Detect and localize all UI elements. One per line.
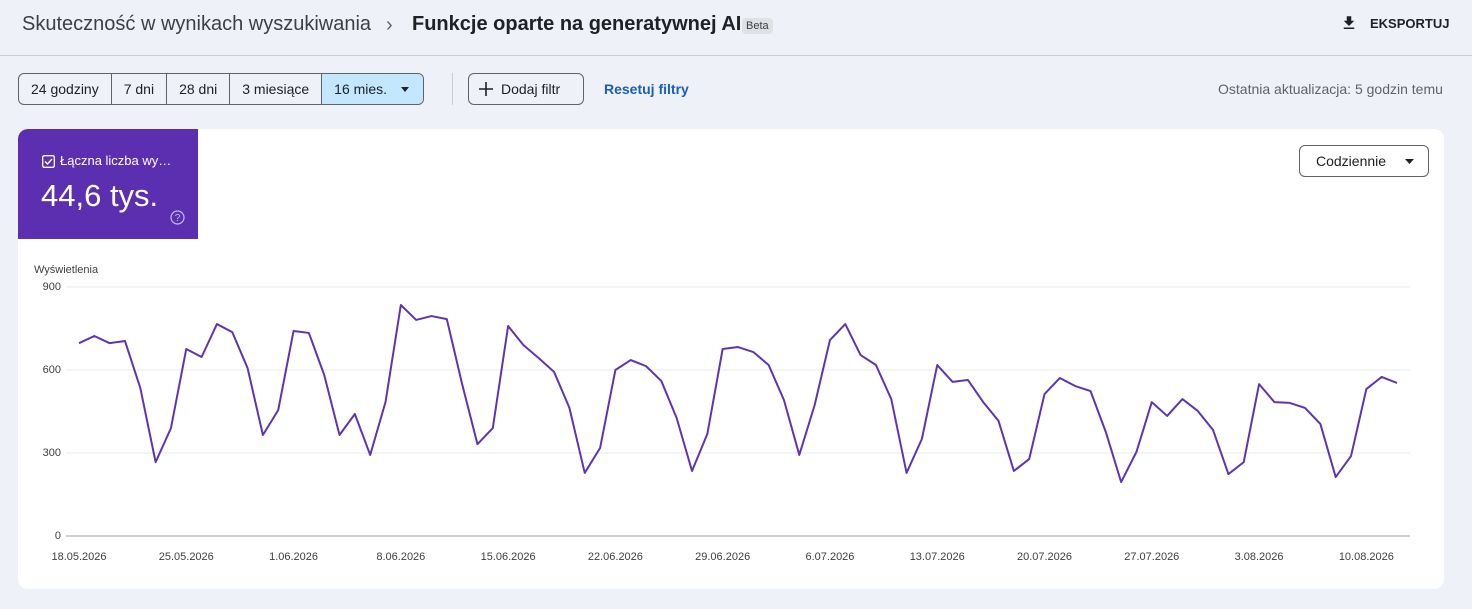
range-button[interactable]: 7 dni xyxy=(110,74,166,104)
add-filter-label: Dodaj filtr xyxy=(501,81,561,97)
breadcrumb-separator: › xyxy=(386,14,393,36)
chart-card xyxy=(18,129,1444,589)
separator xyxy=(452,73,453,105)
x-tick-label: 3.08.2026 xyxy=(1235,551,1284,563)
y-tick-label: 300 xyxy=(43,447,61,459)
metric-label: Łączna liczba wy… xyxy=(60,153,172,168)
beta-badge: Beta xyxy=(742,18,773,34)
x-tick-label: 25.05.2026 xyxy=(159,551,214,563)
x-tick-label: 29.06.2026 xyxy=(695,551,750,563)
last-update: Ostatnia aktualizacja: 5 godzin temu xyxy=(1218,81,1443,97)
x-tick-label: 20.07.2026 xyxy=(1017,551,1072,563)
x-tick-label: 27.07.2026 xyxy=(1124,551,1179,563)
x-tick-label: 13.07.2026 xyxy=(910,551,965,563)
metric-card[interactable]: ? xyxy=(18,129,198,239)
header: Skuteczność w wynikach wyszukiwania › Fu… xyxy=(0,0,1472,56)
plus-icon xyxy=(479,82,493,96)
y-tick-label: 0 xyxy=(55,530,61,542)
checkbox-icon xyxy=(42,155,55,168)
x-tick-label: 22.06.2026 xyxy=(588,551,643,563)
range-button[interactable]: 28 dni xyxy=(166,74,229,104)
data-line xyxy=(78,303,1398,484)
date-range-group: 24 godziny 7 dni 28 dni 3 miesiące 16 mi… xyxy=(18,73,425,105)
dropdown-arrow xyxy=(401,87,410,92)
granularity-label: Codziennie xyxy=(1316,153,1387,169)
range-label: 16 mies. xyxy=(334,81,388,97)
page-title: Funkcje oparte na generatywnej AI xyxy=(412,13,742,35)
y-tick-label: 900 xyxy=(43,281,61,293)
reset-filters-link[interactable]: Resetuj filtry xyxy=(604,81,689,97)
y-axis-label: Wyświetlenia xyxy=(34,264,99,276)
export-label: EKSPORTUJ xyxy=(1370,15,1450,31)
breadcrumb-link[interactable]: Skuteczność w wynikach wyszukiwania xyxy=(22,13,372,35)
help-icon[interactable]: ? xyxy=(170,210,185,225)
download-icon xyxy=(1343,16,1355,29)
dropdown-arrow xyxy=(1405,159,1414,164)
granularity-dropdown[interactable]: Codziennie xyxy=(1299,145,1429,177)
range-button-selected[interactable]: 16 mies. xyxy=(321,74,424,104)
svg-text:?: ? xyxy=(175,213,181,224)
x-tick-label: 6.07.2026 xyxy=(805,551,854,563)
x-tick-label: 15.06.2026 xyxy=(481,551,536,563)
range-button[interactable]: 3 miesiące xyxy=(229,74,321,104)
range-button[interactable]: 24 godziny xyxy=(31,81,99,97)
add-filter-button[interactable]: Dodaj filtr xyxy=(468,73,584,105)
x-tick-label: 10.08.2026 xyxy=(1339,551,1394,563)
metric-value: 44,6 tys. xyxy=(41,178,159,213)
x-tick-label: 8.06.2026 xyxy=(376,551,425,563)
export-button[interactable]: EKSPORTUJ xyxy=(1340,14,1449,32)
y-tick-label: 600 xyxy=(43,364,61,376)
x-tick-label: 18.05.2026 xyxy=(51,551,106,563)
x-tick-label: 1.06.2026 xyxy=(269,551,318,563)
